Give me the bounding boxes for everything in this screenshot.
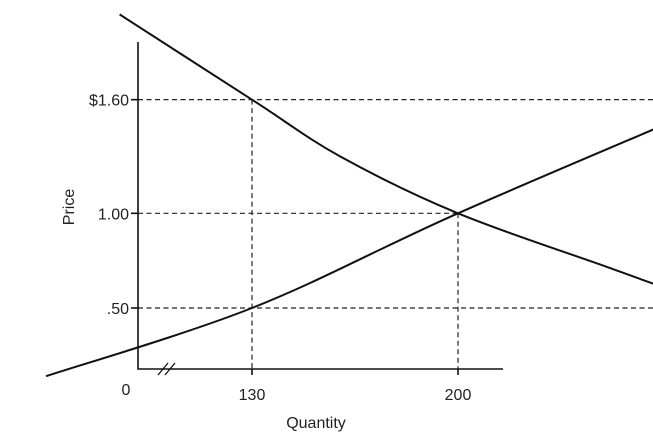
supply-curve	[45, 128, 653, 378]
demand-curve	[119, 13, 653, 285]
x-tick-label-1: 200	[445, 387, 472, 404]
y-axis-label: Price	[61, 189, 78, 226]
x-axis-label: Quantity	[286, 415, 346, 432]
guide-lines	[138, 99, 653, 369]
origin-label: 0	[122, 382, 131, 399]
labels: 130200290.501.00$1.60SupplyDemand	[89, 93, 472, 404]
curves	[45, 13, 653, 378]
y-tick-label-1: 1.00	[98, 206, 129, 223]
axis-break-icon	[157, 362, 176, 376]
y-tick-label-0: .50	[107, 301, 129, 318]
axes	[137, 42, 503, 370]
x-tick-label-0: 130	[239, 387, 266, 404]
tick-marks	[131, 98, 459, 375]
y-tick-label-2: $1.60	[89, 93, 129, 110]
